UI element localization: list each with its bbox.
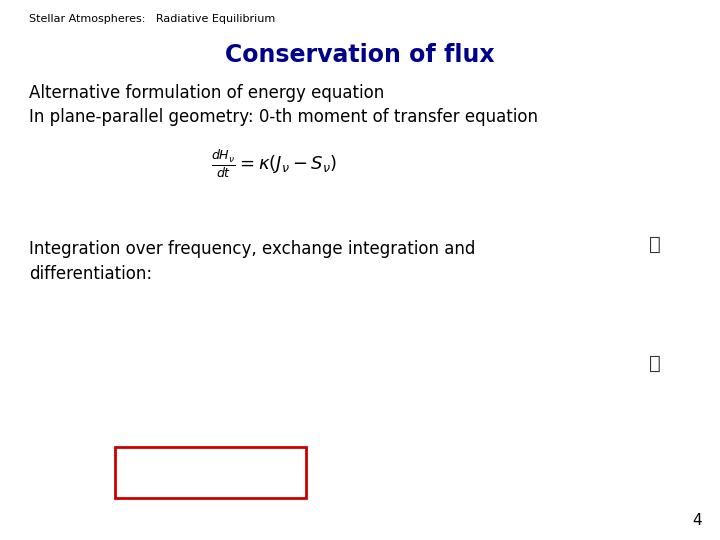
Text: Integration over frequency, exchange integration and: Integration over frequency, exchange int… — [29, 240, 475, 258]
Text: In plane-parallel geometry: 0-th moment of transfer equation: In plane-parallel geometry: 0-th moment … — [29, 108, 538, 126]
Text: 👎: 👎 — [649, 235, 661, 254]
Text: Conservation of flux: Conservation of flux — [225, 43, 495, 67]
Text: 4: 4 — [693, 513, 702, 528]
Text: Alternative formulation of energy equation: Alternative formulation of energy equati… — [29, 84, 384, 102]
Text: Stellar Atmospheres:   Radiative Equilibrium: Stellar Atmospheres: Radiative Equilibri… — [29, 14, 275, 24]
Text: $\frac{dH_\nu}{dt} = \kappa(J_\nu - S_\nu)$: $\frac{dH_\nu}{dt} = \kappa(J_\nu - S_\n… — [210, 148, 337, 180]
Text: 👎: 👎 — [649, 354, 661, 373]
Bar — [115, 447, 306, 498]
Text: differentiation:: differentiation: — [29, 265, 152, 282]
